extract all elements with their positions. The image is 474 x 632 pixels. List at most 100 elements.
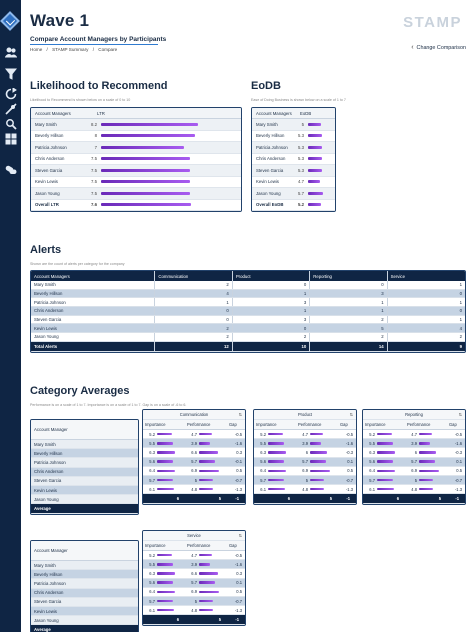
table-row: Patricia Johnson 1 3 1 1 [31, 298, 465, 308]
account-manager-name: Patricia Johnson [31, 298, 156, 307]
table-row: 5.2 4.7 -0.5 [143, 551, 245, 561]
metric-value: 5.7 [260, 477, 266, 483]
table-row: 5.7 5 -0.7 [254, 475, 356, 486]
sidebar [0, 0, 21, 632]
metric-bar [377, 442, 393, 445]
column-header: Account Manager [31, 541, 138, 561]
tools-icon[interactable] [4, 103, 17, 115]
importance-cell: 6.3 [143, 571, 185, 576]
performance-cell: 4.7 [185, 553, 227, 558]
alert-count: 1 [155, 298, 233, 307]
score-bar [101, 157, 190, 161]
metric-value: 5.6 [369, 459, 375, 465]
gap-value: 0.5 [236, 589, 242, 595]
alert-count: 0 [459, 308, 463, 314]
metric-value: 6.1 [149, 486, 155, 492]
importance-cell: 5.6 [143, 580, 185, 585]
performance-cell: 4.7 [296, 432, 338, 437]
ltr-table: Account Managers LTR Mary Smith 8.2 Beverl… [30, 107, 242, 212]
alert-count: 3 [233, 298, 311, 307]
score-value: 5.7 [298, 190, 304, 196]
table-row: Beverly Hillson 8 [31, 131, 241, 142]
filter-icon[interactable] [4, 68, 17, 80]
metric-value: 4.7 [191, 431, 197, 437]
table-row: Steven Garcia 5.3 [252, 165, 335, 177]
metric-value: 5.2 [369, 431, 375, 437]
eodb-table-header: Account Managers EoDB [252, 108, 335, 119]
metric-bar [310, 442, 322, 445]
breadcrumb-stamp-summary[interactable]: STAMP Summary [52, 47, 89, 52]
users-icon[interactable] [4, 46, 17, 58]
metric-value: 6.1 [369, 486, 375, 492]
metric-bar [199, 599, 214, 603]
grid-icon[interactable] [4, 133, 17, 145]
sort-icon[interactable]: ⇅ [238, 412, 242, 417]
average-value: -1 [455, 496, 459, 502]
category-panel-product: Product ⇅ Importance Performance Gap 5.2 4.7 -0… [253, 409, 357, 506]
ltr-note: Likelihood to Recommend is shown below o… [30, 98, 131, 102]
column-header: Performance [407, 422, 431, 427]
table-row: 6.4 6.9 0.5 [143, 467, 245, 476]
change-comparison-link[interactable]: ‹ Change Comparison [411, 44, 466, 51]
importance-cell: 5.7 [363, 478, 405, 483]
gap-value: 0.1 [347, 459, 353, 465]
metric-bar [157, 469, 176, 473]
account-manager-name: Patricia Johnson [31, 579, 138, 589]
sort-icon[interactable]: ⇅ [458, 412, 462, 417]
sort-icon[interactable]: ⇅ [349, 412, 353, 417]
table-row: Mary Smith 8.2 [31, 119, 241, 131]
performance-cell: 5 [296, 478, 338, 483]
performance-cell: 5.7 [185, 459, 227, 464]
account-manager-name: Overall LTR [35, 202, 59, 208]
metric-bar [199, 563, 211, 566]
importance-cell: 6.4 [143, 468, 185, 473]
metric-value: 4.8 [191, 486, 197, 492]
score-bar-track [306, 122, 329, 126]
metric-value: 5.7 [191, 580, 197, 586]
score-bar [308, 157, 322, 161]
eodb-table: Account Managers EoDB Mary Smith 5 Beverly… [251, 107, 336, 212]
table-row: 5.5 3.9 -1.6 [254, 439, 356, 449]
gap-value: 0.3 [236, 449, 242, 455]
metric-value: 4.7 [191, 552, 197, 558]
alert-count: 2 [459, 334, 463, 340]
score-bar [101, 203, 191, 207]
table-row: 6.1 4.8 -1.3 [363, 485, 465, 495]
score-bar-track [99, 122, 235, 126]
metric-value: 5.2 [149, 552, 155, 558]
metric-value: 6.9 [411, 468, 417, 474]
account-manager-name: Jason Young [256, 190, 281, 196]
alert-count: 2 [233, 333, 311, 341]
column-header: Importance [256, 422, 277, 427]
account-manager-name: Jason Young [35, 190, 60, 196]
performance-cell: 6 [296, 450, 338, 455]
column-header: EoDB [300, 110, 312, 116]
performance-cell: 6.9 [185, 589, 227, 594]
alert-count: 1 [459, 282, 463, 288]
pills-icon[interactable] [4, 164, 17, 176]
metric-bar [310, 432, 324, 436]
score-value: 5 [301, 121, 304, 127]
table-row: 5.6 5.7 -0.1 [143, 457, 245, 467]
table-row: 6.3 6 -0.3 [254, 448, 356, 458]
account-manager-name: Beverly Hillson [31, 289, 156, 298]
importance-cell: 5.6 [254, 459, 296, 464]
change-comparison-label: Change Comparison [416, 45, 466, 51]
sort-icon[interactable]: ⇅ [238, 533, 242, 538]
metric-value: 5.6 [149, 580, 155, 586]
metric-bar [377, 469, 396, 473]
account-manager-name: Patricia Johnson [35, 144, 67, 150]
performance-cell: 6.9 [185, 468, 227, 473]
performance-cell: 5.7 [185, 580, 227, 585]
alert-count: 2 [155, 324, 233, 333]
overall-row: Overall LTR 7.6 [31, 199, 241, 211]
account-manager-name: Steven Garcia [31, 315, 156, 324]
alerts-table-header: Account Managers Communication Product R… [31, 271, 465, 281]
search-icon[interactable] [4, 118, 17, 130]
performance-cell: 5 [185, 599, 227, 604]
metric-bar [157, 563, 173, 566]
table-row: Mary Smith 2 0 0 1 [31, 281, 465, 290]
refresh-icon[interactable] [4, 88, 17, 100]
breadcrumb-home[interactable]: Home [30, 47, 43, 52]
metric-value: 6.1 [149, 607, 155, 613]
